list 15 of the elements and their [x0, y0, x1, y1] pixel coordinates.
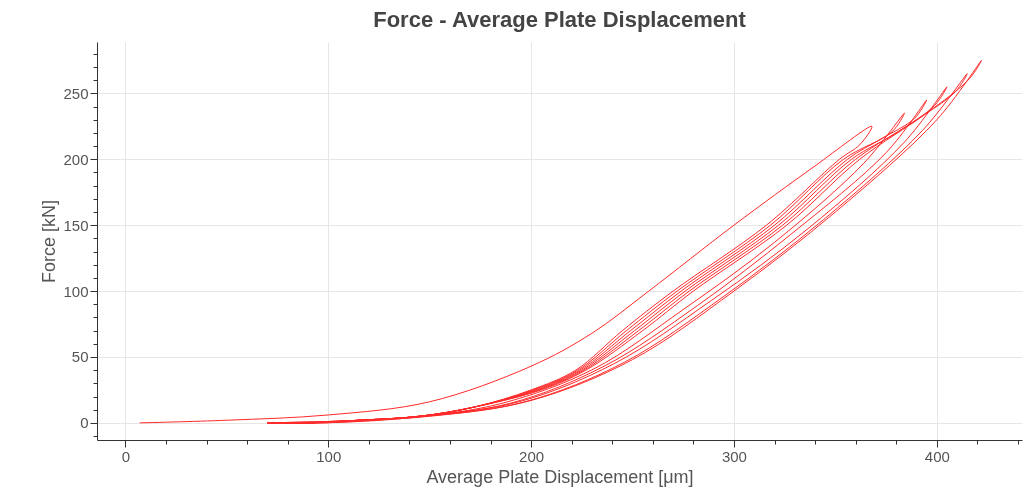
y-tick-label: 0	[80, 414, 89, 432]
y-tick-label: 150	[63, 216, 89, 234]
x-tick-label: 400	[924, 447, 950, 465]
x-tick-label: 0	[121, 447, 131, 465]
y-tick-label: 100	[63, 282, 89, 300]
y-tick-label: 250	[63, 84, 89, 102]
x-tick-label: 100	[316, 447, 342, 465]
line-series	[139, 59, 982, 424]
x-tick-label: 200	[519, 447, 545, 465]
x-axis-title: Average Plate Displacement [μm]	[426, 466, 694, 487]
y-axis-title: Force [kN]	[39, 199, 60, 284]
chart-title: Force - Average Plate Displacement	[373, 7, 747, 32]
y-tick-label: 50	[71, 348, 89, 366]
x-tick-label: 300	[721, 447, 747, 465]
y-tick-label: 200	[63, 150, 89, 168]
